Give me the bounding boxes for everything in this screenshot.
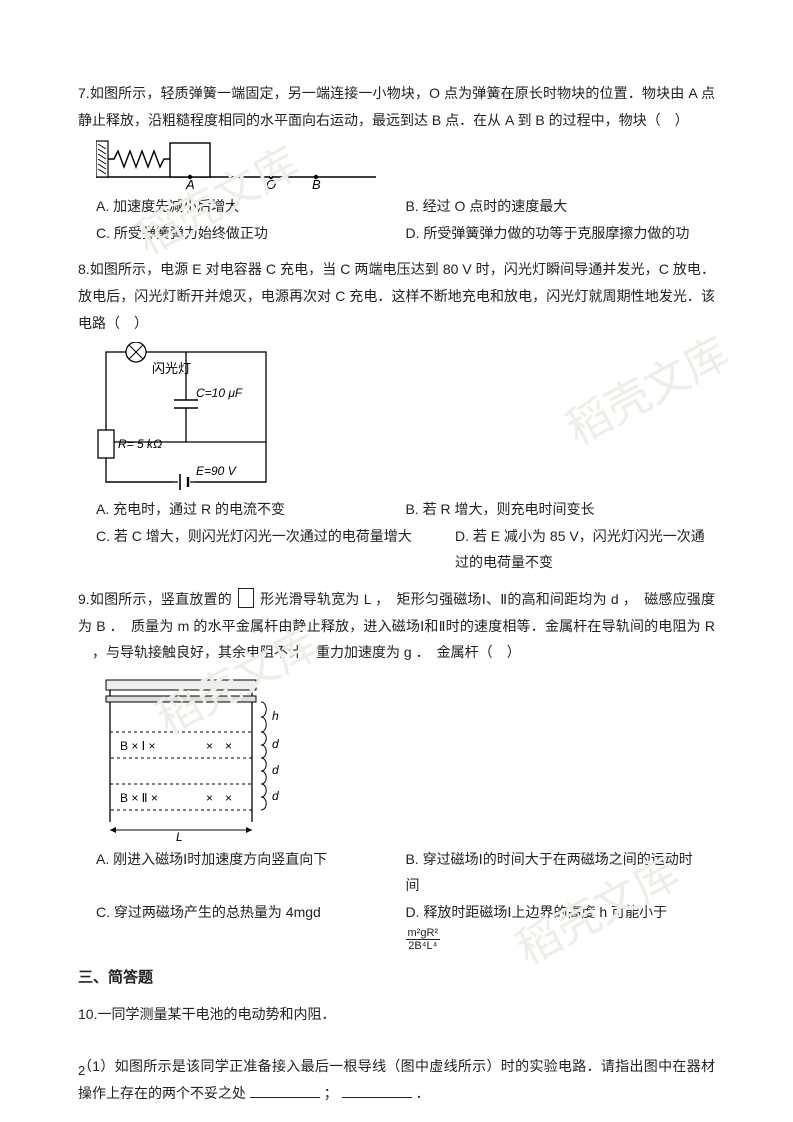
page-number: 2 <box>78 1059 85 1084</box>
q9-figure: B × Ⅰ × × × B × Ⅱ × × × L h d d d <box>96 672 715 842</box>
q8-opt-C[interactable]: C. 若 C 增大，则闪光灯闪光一次通过的电荷量增大 <box>96 523 455 576</box>
q9-opt-D[interactable]: D. 释放时距磁场Ⅰ上边界的高度 h 可能小于 m²gR² 2B⁴L⁴ <box>406 899 716 952</box>
q9-field2: B × Ⅱ × <box>120 791 158 805</box>
q7-opt-B[interactable]: B. 经过 O 点时的速度最大 <box>406 193 716 220</box>
question-9: 9.如图所示，竖直放置的 形光滑导轨宽为 L ， 矩形匀强磁场Ⅰ、Ⅱ的高和间距均… <box>78 586 715 952</box>
u-shape-icon <box>238 588 254 608</box>
q9-opt-D-pre: D. 释放时距磁场Ⅰ上边界的高度 h 可能小于 <box>406 904 668 920</box>
q7-figure: A O B <box>96 139 715 189</box>
q10-sub1: （1）如图所示是该同学正准备接入最后一根导线（图中虚线所示）时的实验电路．请指出… <box>78 1053 715 1106</box>
q9-text-p1: 9.如图所示，竖直放置的 <box>78 591 232 607</box>
q9-opt-D-frac: m²gR² 2B⁴L⁴ <box>406 927 441 952</box>
q9-L: L <box>176 830 183 842</box>
question-7: 7.如图所示，轻质弹簧一端固定，另一端连接一小物块，O 点为弹簧在原长时物块的位… <box>78 80 715 246</box>
question-8: 8.如图所示，电源 E 对电容器 C 充电，当 C 两端电压达到 80 V 时，… <box>78 256 715 576</box>
q9-h: h <box>272 709 279 723</box>
q10-blank-1[interactable] <box>250 1084 320 1098</box>
section-3-title: 三、简答题 <box>78 964 715 993</box>
q7-label-A: A <box>185 177 195 189</box>
q8-opt-A[interactable]: A. 充电时，通过 R 的电流不变 <box>96 496 406 523</box>
q7-opt-D[interactable]: D. 所受弹簧弹力做的功等于克服摩擦力做的功 <box>406 220 716 247</box>
frac-den: 2B⁴L⁴ <box>406 940 441 952</box>
q7-text: 7.如图所示，轻质弹簧一端固定，另一端连接一小物块，O 点为弹簧在原长时物块的位… <box>78 80 715 133</box>
q8-E-label: E=90 V <box>196 464 237 478</box>
q8-flash-label: 闪光灯 <box>152 361 191 376</box>
q10-end: ． <box>416 1085 430 1101</box>
q8-R-label: R= 5 kΩ <box>118 437 162 451</box>
q7-label-O: O <box>266 177 276 189</box>
q10-sep: ； <box>324 1085 338 1101</box>
frac-num: m²gR² <box>406 927 441 940</box>
q7-opt-A[interactable]: A. 加速度先减小后增大 <box>96 193 406 220</box>
q9-opt-C[interactable]: C. 穿过两磁场产生的总热量为 4mgd <box>96 899 406 952</box>
q9-opt-B[interactable]: B. 穿过磁场Ⅰ的时间大于在两磁场之间的运动时间 <box>406 846 716 899</box>
question-10: 10.一同学测量某干电池的电动势和内阻． （1）如图所示是该同学正准备接入最后一… <box>78 1001 715 1107</box>
q9-field1: B × Ⅰ × <box>120 739 156 753</box>
q9-text: 9.如图所示，竖直放置的 形光滑导轨宽为 L ， 矩形匀强磁场Ⅰ、Ⅱ的高和间距均… <box>78 586 715 666</box>
q7-label-B: B <box>312 177 321 189</box>
q9-opt-A[interactable]: A. 刚进入磁场Ⅰ时加速度方向竖直向下 <box>96 846 406 899</box>
q8-C-label: C=10 μF <box>196 386 243 400</box>
q9-d1: d <box>272 737 279 751</box>
q8-figure: 闪光灯 C=10 μF R= 5 kΩ E=90 V <box>96 342 715 492</box>
q10-blank-2[interactable] <box>342 1084 412 1098</box>
q8-opt-D[interactable]: D. 若 E 减小为 85 V，闪光灯闪光一次通过的电荷量不变 <box>455 523 715 576</box>
svg-text:× ×: × × <box>206 739 232 753</box>
svg-text:× ×: × × <box>206 791 232 805</box>
q8-opt-B[interactable]: B. 若 R 增大，则充电时间变长 <box>406 496 716 523</box>
q8-text: 8.如图所示，电源 E 对电容器 C 充电，当 C 两端电压达到 80 V 时，… <box>78 256 715 336</box>
q7-opt-C[interactable]: C. 所受弹簧弹力始终做正功 <box>96 220 406 247</box>
q9-d2: d <box>272 763 279 777</box>
q10-text: 10.一同学测量某干电池的电动势和内阻． <box>78 1001 715 1028</box>
q9-d3: d <box>272 789 279 803</box>
